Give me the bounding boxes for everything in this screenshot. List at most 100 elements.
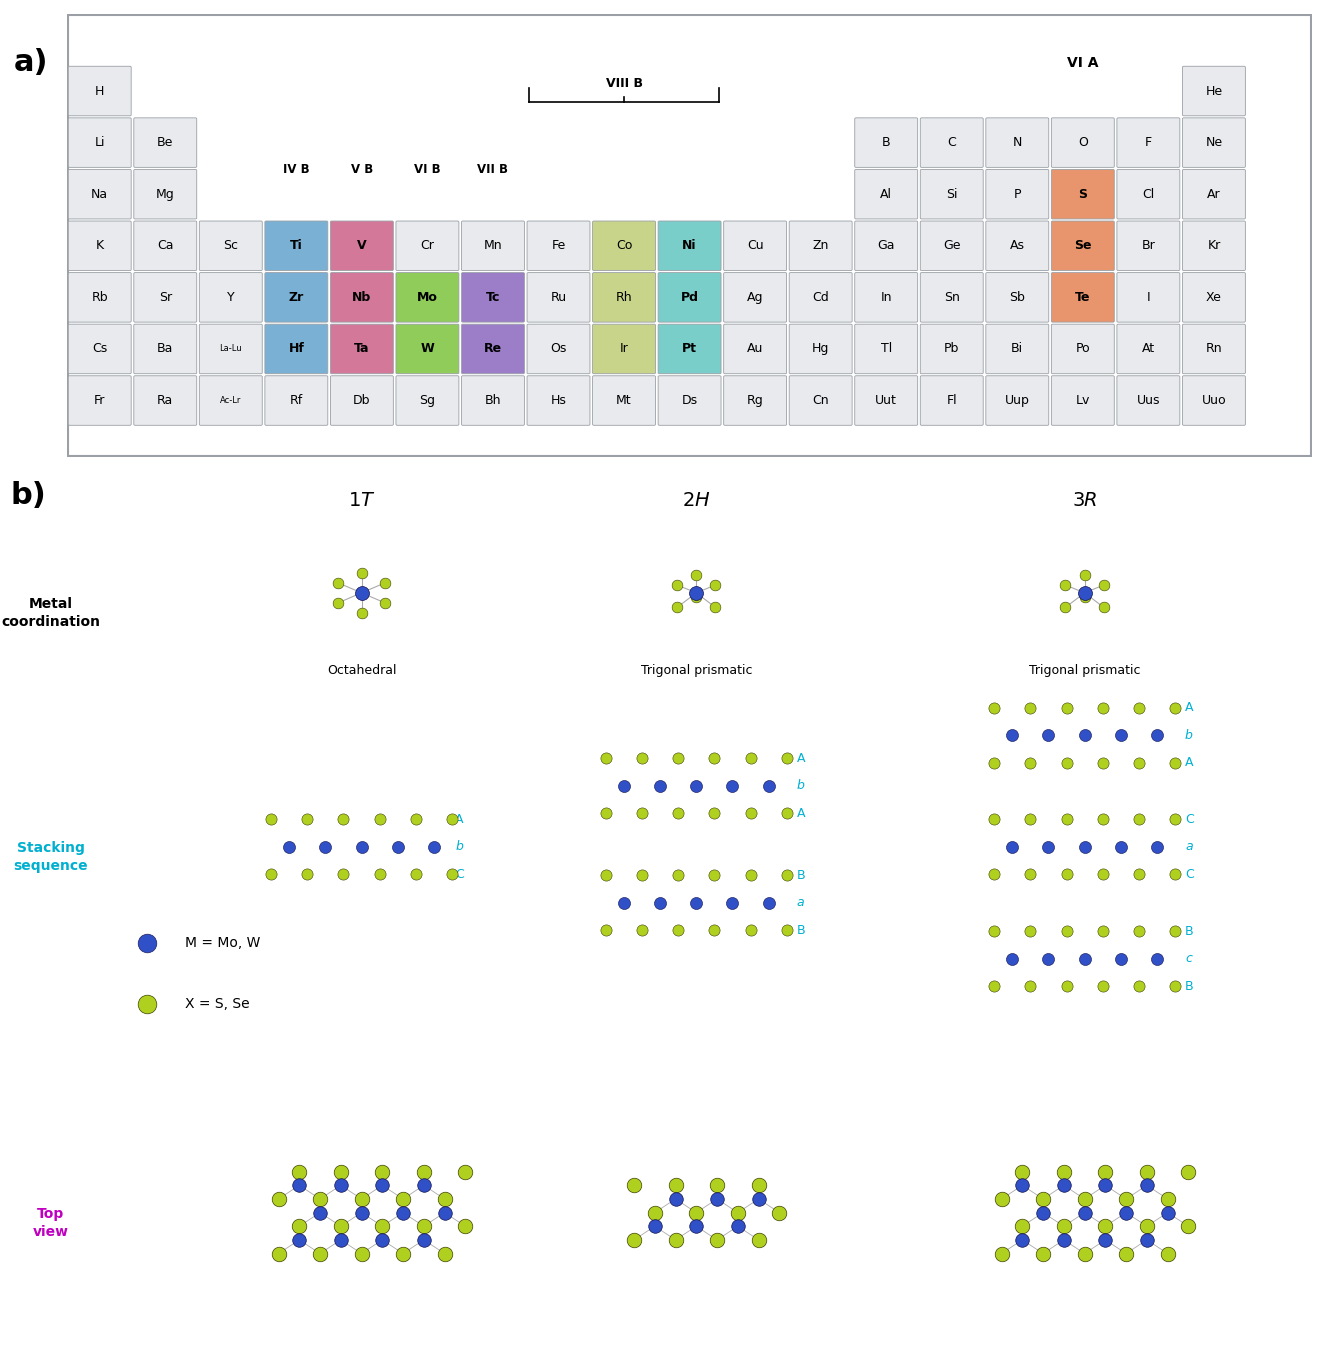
FancyBboxPatch shape: [1182, 221, 1245, 270]
Text: b: b: [1185, 729, 1193, 741]
Point: [375, 592, 396, 614]
Text: Fe: Fe: [552, 239, 565, 253]
Text: Hs: Hs: [550, 394, 566, 407]
Point: [1074, 1201, 1095, 1223]
Text: Ir: Ir: [620, 343, 628, 355]
Text: Ta: Ta: [353, 343, 370, 355]
Point: [1127, 696, 1149, 718]
Point: [442, 863, 463, 885]
Point: [686, 1201, 707, 1223]
Point: [370, 808, 391, 830]
Point: [423, 835, 445, 857]
Point: [1093, 920, 1114, 942]
Point: [1074, 947, 1095, 969]
Text: In: In: [881, 291, 892, 304]
Text: Te: Te: [1075, 291, 1090, 304]
FancyBboxPatch shape: [723, 375, 786, 426]
Text: Cn: Cn: [813, 394, 829, 407]
Text: Cr: Cr: [420, 239, 434, 253]
Text: Ag: Ag: [747, 291, 763, 304]
Point: [1012, 1174, 1034, 1196]
Point: [632, 803, 653, 824]
FancyBboxPatch shape: [462, 325, 525, 374]
Text: $1T$: $1T$: [348, 491, 375, 511]
Text: At: At: [1142, 343, 1156, 355]
FancyBboxPatch shape: [1182, 375, 1245, 426]
Point: [1055, 575, 1077, 597]
Text: Au: Au: [747, 343, 763, 355]
FancyBboxPatch shape: [723, 325, 786, 374]
Text: Trigonal prismatic: Trigonal prismatic: [640, 663, 753, 677]
FancyBboxPatch shape: [528, 221, 590, 270]
Point: [777, 864, 798, 886]
Text: M = Mo, W: M = Mo, W: [185, 936, 260, 950]
Text: Po: Po: [1075, 343, 1090, 355]
Text: VIII B: VIII B: [605, 76, 643, 90]
FancyBboxPatch shape: [396, 375, 459, 426]
Point: [1135, 1160, 1157, 1182]
FancyBboxPatch shape: [528, 273, 590, 322]
Point: [387, 835, 408, 857]
Point: [1012, 1160, 1034, 1182]
Text: Be: Be: [157, 136, 174, 149]
Point: [442, 808, 463, 830]
Text: V B: V B: [351, 164, 374, 176]
Text: Rf: Rf: [289, 394, 303, 407]
FancyBboxPatch shape: [1051, 375, 1114, 426]
Text: C: C: [1185, 814, 1194, 826]
Text: c: c: [1185, 953, 1192, 965]
FancyBboxPatch shape: [1117, 117, 1180, 168]
FancyBboxPatch shape: [854, 117, 917, 168]
FancyBboxPatch shape: [854, 169, 917, 218]
Point: [327, 572, 348, 594]
Point: [758, 775, 779, 797]
FancyBboxPatch shape: [331, 375, 394, 426]
FancyBboxPatch shape: [462, 273, 525, 322]
Text: P: P: [1014, 188, 1022, 201]
Point: [632, 864, 653, 886]
Text: A: A: [1185, 702, 1193, 714]
Point: [1157, 1188, 1178, 1209]
Point: [668, 748, 690, 770]
Point: [1012, 1215, 1034, 1237]
FancyBboxPatch shape: [134, 221, 197, 270]
Point: [686, 891, 707, 913]
Text: K: K: [95, 239, 104, 253]
Point: [707, 1174, 728, 1196]
Point: [351, 602, 372, 624]
Point: [1165, 696, 1186, 718]
Point: [1074, 1188, 1095, 1209]
Text: Fl: Fl: [947, 394, 957, 407]
Point: [1020, 863, 1042, 885]
FancyBboxPatch shape: [593, 273, 656, 322]
Point: [624, 1228, 645, 1250]
Text: Co: Co: [616, 239, 632, 253]
Text: Ba: Ba: [157, 343, 174, 355]
FancyBboxPatch shape: [1117, 273, 1180, 322]
Point: [372, 1215, 394, 1237]
FancyBboxPatch shape: [200, 273, 262, 322]
Text: VI B: VI B: [414, 164, 441, 176]
Point: [351, 562, 372, 584]
FancyBboxPatch shape: [331, 273, 394, 322]
Point: [1095, 1160, 1117, 1182]
Point: [268, 1242, 289, 1264]
FancyBboxPatch shape: [134, 325, 197, 374]
Point: [392, 1242, 414, 1264]
Point: [1127, 863, 1149, 885]
FancyBboxPatch shape: [1182, 117, 1245, 168]
Text: Pt: Pt: [682, 343, 698, 355]
Point: [1135, 1174, 1157, 1196]
Text: Mg: Mg: [155, 188, 174, 201]
Text: Cl: Cl: [1142, 188, 1154, 201]
Point: [613, 891, 635, 913]
Point: [1052, 1228, 1074, 1250]
Point: [1165, 920, 1186, 942]
Point: [351, 1201, 372, 1223]
Text: He: He: [1205, 85, 1223, 97]
Point: [983, 696, 1004, 718]
Point: [412, 1160, 434, 1182]
Text: C: C: [455, 868, 465, 880]
FancyBboxPatch shape: [528, 375, 590, 426]
Text: B: B: [797, 924, 805, 936]
